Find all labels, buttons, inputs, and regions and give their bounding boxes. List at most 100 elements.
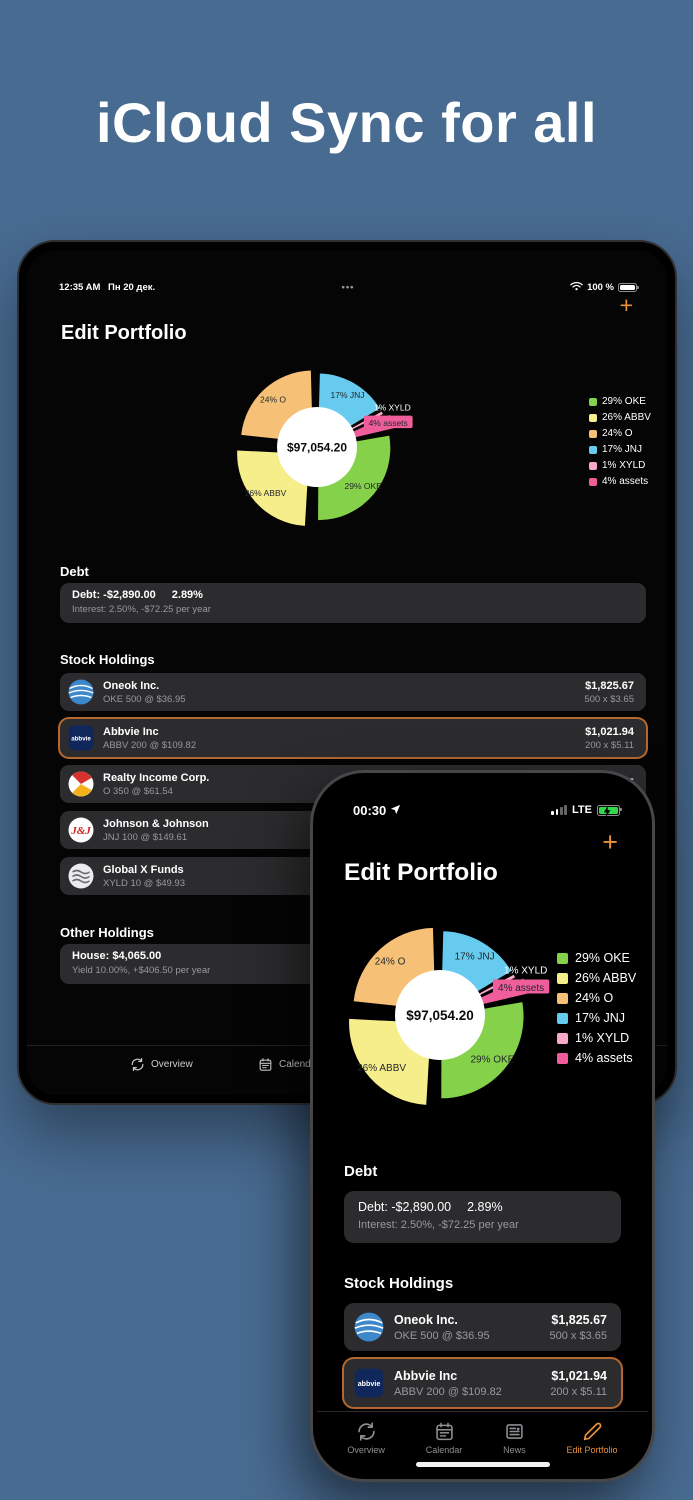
pie-slice-label-oke: 29% OKE bbox=[470, 1055, 514, 1066]
svg-text:abbvie: abbvie bbox=[358, 1380, 381, 1388]
portfolio-pie-chart: 17% JNJ 1% XYLD 4% assets 29% OKE 26% ABBV 24… bbox=[349, 927, 550, 1105]
debt-rate: 2.89% bbox=[467, 1200, 503, 1214]
chart-legend: 29% OKE 26% ABBV 24% O 17% JNJ 1% XYLD 4% ass… bbox=[557, 951, 636, 1065]
legend-label: 29% OKE bbox=[602, 396, 646, 407]
screen-title: Edit Portfolio bbox=[344, 859, 498, 886]
debt-card[interactable]: Debt: -$2,890.00 2.89% Interest: 2.50%, -… bbox=[60, 583, 646, 623]
pie-slice-label-jnj: 17% JNJ bbox=[455, 952, 495, 963]
pie-slice-label-xyld: 1% XYLD bbox=[374, 403, 411, 413]
calendar-icon bbox=[258, 1057, 273, 1072]
tab-label: Overview bbox=[151, 1059, 193, 1070]
legend-label: 26% ABBV bbox=[575, 971, 637, 985]
stock-name: Abbvie Inc bbox=[103, 725, 159, 738]
tab-calendar[interactable]: Calendar bbox=[426, 1421, 462, 1455]
legend-item-abbv: 26% ABBV bbox=[589, 412, 651, 423]
pie-slice-label-abbv: 26% ABBV bbox=[357, 1063, 406, 1074]
stock-holdings-header: Stock Holdings bbox=[60, 652, 155, 667]
tab-bar: Overview Calendar News Edit Portfolio bbox=[317, 1411, 648, 1463]
legend-swatch bbox=[589, 413, 597, 422]
stock-value-detail: 500 x $3.65 bbox=[584, 693, 634, 705]
wifi-icon bbox=[570, 281, 583, 294]
chart-legend: 29% OKE 26% ABBV 24% O 17% JNJ 1% XYLD 4% ass… bbox=[589, 396, 651, 487]
house-summary: House: $4,065.00 bbox=[72, 950, 162, 962]
tab-label: Calendar bbox=[279, 1059, 320, 1070]
stock-name: Realty Income Corp. bbox=[103, 771, 210, 784]
stock-value: $1,825.67 bbox=[585, 679, 634, 692]
portfolio-pie-chart: 17% JNJ 1% XYLD 4% assets 29% OKE 26% ABBV 24… bbox=[237, 370, 413, 526]
status-time-group: 00:30 bbox=[353, 803, 401, 818]
network-label: LTE bbox=[572, 804, 592, 816]
status-right: 100 % bbox=[570, 281, 639, 294]
status-right: LTE bbox=[551, 804, 622, 818]
tab-overview[interactable]: Overview bbox=[130, 1057, 193, 1072]
stock-name: Oneok Inc. bbox=[103, 679, 160, 692]
legend-swatch bbox=[589, 477, 597, 486]
multitasking-dots[interactable]: ••• bbox=[341, 281, 355, 293]
pie-slice-label-assets: 4% assets bbox=[498, 983, 544, 994]
stock-row-abbvie[interactable]: abbvie Abbvie Inc ABBV 200 @ $109.82 $1,0… bbox=[60, 719, 646, 757]
pie-slice-label-oke: 29% OKE bbox=[345, 481, 383, 491]
abbvie-logo-icon: abbvie bbox=[354, 1368, 384, 1398]
tab-overview[interactable]: Overview bbox=[347, 1421, 385, 1455]
stock-list: Oneok Inc. OKE 500 @ $36.95 $1,825.67 500 … bbox=[344, 1303, 621, 1407]
legend-label: 24% O bbox=[575, 991, 614, 1005]
add-holding-button[interactable]: + bbox=[602, 827, 618, 857]
tab-calendar[interactable]: Calendar bbox=[258, 1057, 320, 1072]
pie-center-circle bbox=[277, 407, 357, 487]
legend-item-jnj: 17% JNJ bbox=[589, 444, 651, 455]
overview-icon bbox=[356, 1421, 377, 1442]
legend-label: 1% XYLD bbox=[575, 1031, 630, 1045]
stock-detail: ABBV 200 @ $109.82 bbox=[394, 1385, 502, 1398]
legend-swatch bbox=[589, 429, 597, 438]
stock-detail: ABBV 200 @ $109.82 bbox=[103, 739, 197, 751]
oneok-logo-icon bbox=[354, 1312, 384, 1342]
home-indicator[interactable] bbox=[415, 1462, 550, 1467]
debt-section-header: Debt bbox=[60, 564, 89, 579]
global-x-logo-icon bbox=[68, 863, 94, 889]
screen-title: Edit Portfolio bbox=[61, 322, 187, 344]
iphone-device-frame: 00:30 LTE + Edit Portfolio 17% JNJ 1% XYL… bbox=[310, 770, 655, 1482]
legend-item-o: 24% O bbox=[557, 991, 636, 1005]
battery-icon bbox=[618, 282, 639, 292]
signal-bars-icon bbox=[551, 805, 568, 815]
legend-swatch bbox=[557, 972, 568, 984]
stock-value-detail: 200 x $5.11 bbox=[585, 739, 634, 751]
hero-title: iCloud Sync for all bbox=[95, 91, 598, 154]
legend-swatch bbox=[557, 952, 568, 964]
stock-row-oneok[interactable]: Oneok Inc. OKE 500 @ $36.95 $1,825.67 500 … bbox=[60, 673, 646, 711]
house-yield: Yield 10.00%, +$406.50 per year bbox=[72, 965, 211, 976]
pie-center-total: $97,054.20 bbox=[287, 440, 347, 454]
ipad-status-bar: 12:35 AM Пн 20 дек. ••• 100 % bbox=[59, 280, 639, 294]
add-holding-button[interactable]: + bbox=[619, 292, 633, 318]
battery-percent: 100 % bbox=[587, 281, 614, 293]
pie-label-chip-assets bbox=[492, 979, 550, 994]
pie-slice-label-abbv: 26% ABBV bbox=[245, 488, 287, 498]
pie-center-circle bbox=[395, 970, 485, 1060]
pie-slice-label-o: 24% O bbox=[260, 395, 286, 405]
stock-value: $1,021.94 bbox=[551, 1368, 607, 1383]
debt-summary: Debt: -$2,890.00 2.89% bbox=[358, 1200, 607, 1214]
tab-edit-portfolio[interactable]: Edit Portfolio bbox=[567, 1421, 618, 1455]
legend-swatch bbox=[557, 1052, 568, 1064]
legend-label: 17% JNJ bbox=[602, 444, 643, 455]
stock-value-detail: 200 x $5.11 bbox=[550, 1385, 607, 1398]
tab-news[interactable]: News bbox=[503, 1421, 526, 1455]
location-arrow-icon bbox=[390, 803, 401, 818]
tab-label: Edit Portfolio bbox=[566, 1444, 618, 1455]
stock-row-oneok[interactable]: Oneok Inc. OKE 500 @ $36.95 $1,825.67 500 … bbox=[344, 1303, 621, 1351]
status-left: 12:35 AM Пн 20 дек. bbox=[59, 282, 160, 293]
debt-card[interactable]: Debt: -$2,890.00 2.89% Interest: 2.50%, -… bbox=[344, 1191, 621, 1243]
charging-bolt-icon bbox=[603, 804, 612, 821]
legend-swatch bbox=[557, 1012, 568, 1024]
legend-item-oke: 29% OKE bbox=[557, 951, 636, 965]
stock-detail: XYLD 10 @ $49.93 bbox=[103, 877, 186, 889]
legend-swatch bbox=[557, 992, 568, 1004]
legend-swatch bbox=[589, 445, 597, 454]
debt-interest: Interest: 2.50%, -$72.25 per year bbox=[358, 1219, 519, 1231]
realty-income-logo-icon bbox=[68, 771, 94, 797]
stock-row-abbvie[interactable]: abbvie Abbvie Inc ABBV 200 @ $109.82 $1,0… bbox=[344, 1359, 621, 1407]
tab-label: Overview bbox=[347, 1444, 385, 1455]
battery-charging-icon bbox=[597, 804, 622, 818]
legend-item-assets: 4% assets bbox=[589, 476, 651, 487]
